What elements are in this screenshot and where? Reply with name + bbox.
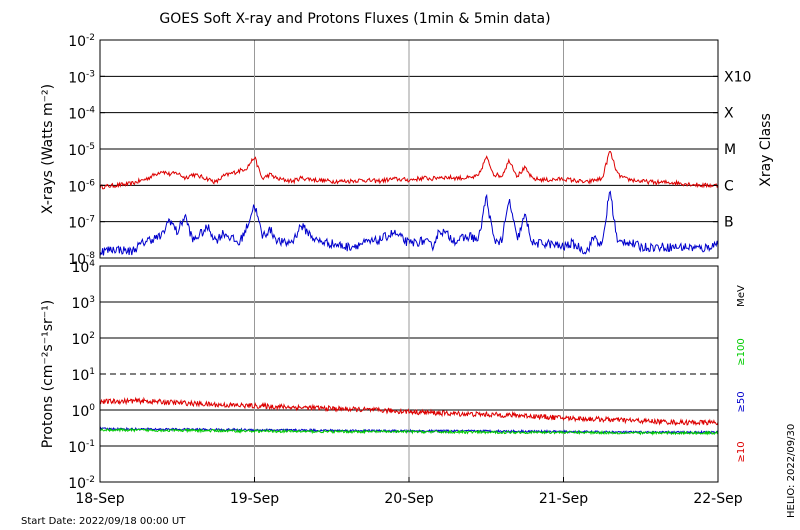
- xray-y-tick-label: 10-7: [68, 215, 95, 232]
- proton-channel-legend: ≥100 ≥50 ≥10: [736, 338, 747, 462]
- xray-series-group: [99, 150, 719, 256]
- proton-series-10mev: [99, 396, 719, 427]
- x-tick-label: 18-Sep: [75, 491, 124, 507]
- xray-panel: 10-8 10-7 10-6 10-5 10-4 10-3 10-2 B C M X X10 X-r…: [40, 33, 774, 268]
- xray-gridlines: [100, 40, 718, 258]
- proton-channel-label: ≥10: [736, 441, 747, 462]
- xray-series-short: [99, 190, 719, 256]
- proton-y-tick-label: 104: [71, 259, 95, 276]
- xray-y-tick-label: 10-5: [68, 142, 95, 159]
- proton-gridlines: [100, 266, 718, 482]
- proton-unit-label: MeV: [736, 285, 747, 307]
- proton-y-tick-label: 103: [71, 295, 95, 312]
- proton-y-axis-label: Protons (cm⁻²s⁻¹sr⁻¹): [40, 300, 56, 449]
- xray-class-axis-label: Xray Class: [758, 113, 774, 187]
- proton-channel-label: ≥100: [736, 338, 747, 365]
- start-date-label: Start Date: 2022/09/18 00:00 UT: [21, 516, 186, 527]
- proton-y-ticks: 10-2 10-1 100 101 102 103 104: [68, 259, 718, 492]
- xray-y-tick-label: 10-8: [68, 251, 95, 268]
- xray-class-b: B: [724, 215, 734, 231]
- proton-channel-label: ≥50: [736, 391, 747, 412]
- proton-y-tick-label: 10-1: [68, 439, 95, 456]
- xray-class-m: M: [724, 142, 736, 158]
- proton-y-tick-label: 101: [71, 367, 95, 384]
- xray-series-long: [99, 150, 719, 190]
- proton-panel: 10-2 10-1 100 101 102 103 104 18-Sep 19-Sep 20-S…: [40, 259, 747, 507]
- xray-y-ticks: 10-8 10-7 10-6 10-5 10-4 10-3 10-2: [68, 33, 718, 268]
- proton-y-tick-label: 100: [71, 403, 95, 420]
- proton-y-tick-label: 102: [71, 331, 95, 348]
- x-tick-label: 22-Sep: [693, 491, 742, 507]
- xray-y-tick-label: 10-4: [68, 106, 95, 123]
- xray-y-tick-label: 10-2: [68, 33, 95, 50]
- chart-title: GOES Soft X-ray and Protons Fluxes (1min…: [159, 11, 550, 27]
- xray-class-x10: X10: [724, 69, 751, 85]
- proton-x-ticks: 18-Sep 19-Sep 20-Sep 21-Sep 22-Sep: [75, 477, 743, 507]
- xray-y-tick-label: 10-6: [68, 178, 95, 195]
- proton-y-tick-label: 10-2: [68, 475, 95, 492]
- xray-class-x: X: [724, 106, 734, 122]
- x-tick-label: 19-Sep: [230, 491, 279, 507]
- x-tick-label: 20-Sep: [384, 491, 433, 507]
- xray-class-c: C: [724, 178, 734, 194]
- xray-y-axis-label: X-rays (Watts m⁻²): [40, 84, 56, 214]
- xray-y-tick-label: 10-3: [68, 69, 95, 86]
- credit-label: HELIO: 2022/09/30: [786, 424, 797, 518]
- proton-series-group: [99, 396, 719, 436]
- xray-class-labels: B C M X X10: [724, 69, 751, 230]
- x-tick-label: 21-Sep: [539, 491, 588, 507]
- proton-series-100mev: [99, 427, 719, 436]
